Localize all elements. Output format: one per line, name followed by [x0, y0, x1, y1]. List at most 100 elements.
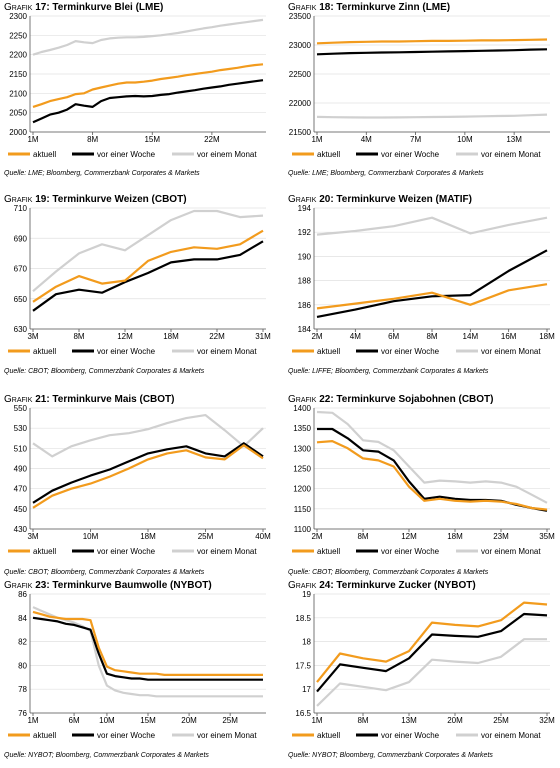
x-tick-label: 2M — [311, 532, 322, 541]
chart-panel-24: Grafik 24: Terminkurve Zucker (NYBOT) 16… — [288, 580, 556, 768]
chart-panel-17: Grafik 17: Terminkurve Blei (LME) 2000 20… — [4, 2, 272, 190]
y-tick-label: 80 — [18, 661, 27, 670]
x-tick-label: 6M — [69, 716, 80, 725]
chart-plot-19: 630 650 670 690 710 3M 8M 12M 18M 22M 31M aktuell vo… — [8, 204, 271, 356]
series-line-woche — [32, 79, 264, 124]
chart-panel-20: Grafik 20: Terminkurve Weizen (MATIF) 18… — [288, 194, 556, 382]
y-tick-label: 19 — [302, 590, 311, 599]
x-tick-label: 8M — [357, 716, 368, 725]
y-tick-label: 188 — [298, 277, 312, 286]
chart-plot-18: 21500 22000 22500 23000 23500 1M 4M 7M 10M 13M akt… — [289, 12, 550, 159]
legend-label-monat: vor einem Monat — [481, 731, 541, 740]
y-tick-label: 186 — [298, 301, 312, 310]
y-tick-label: 1350 — [293, 424, 311, 433]
y-tick-label: 1100 — [294, 525, 312, 534]
chart-title-19: Grafik 19: Terminkurve Weizen (CBOT) — [4, 194, 187, 205]
x-tick-label: 8M — [426, 332, 437, 341]
y-tick-label: 17.5 — [295, 661, 311, 670]
series-line-monat — [32, 414, 264, 458]
y-tick-label: 84 — [18, 614, 27, 623]
x-tick-label: 12M — [117, 332, 133, 341]
legend-label-woche: vor einer Woche — [97, 150, 156, 159]
legend-label-aktuell: aktuell — [317, 347, 340, 356]
legend-label-woche: vor einer Woche — [97, 547, 156, 556]
legend-label-aktuell: aktuell — [33, 150, 56, 159]
x-tick-label: 22M — [209, 332, 225, 341]
y-tick-label: 21500 — [289, 128, 312, 137]
x-tick-label: 3M — [27, 532, 38, 541]
chart-source-18: Quelle: LME; Bloomberg, Commerzbank Corp… — [288, 170, 484, 177]
chart-source-17: Quelle: LME; Bloomberg, Commerzbank Corp… — [4, 170, 200, 177]
series-line-woche — [316, 612, 548, 693]
x-tick-label: 1M — [27, 716, 38, 725]
x-tick-label: 18M — [163, 332, 179, 341]
x-tick-label: 1M — [27, 135, 38, 144]
x-tick-label: 4M — [361, 135, 372, 144]
legend-label-woche: vor einer Woche — [381, 547, 440, 556]
y-tick-label: 2300 — [9, 12, 27, 21]
chart-panel-21: Grafik 21: Terminkurve Mais (CBOT) 430 45… — [4, 394, 272, 582]
y-tick-label: 670 — [14, 265, 28, 274]
y-tick-label: 2150 — [9, 70, 27, 79]
chart-plot-20: 184 186 188 190 192 194 2M 4M 6M 8M 14M 16M 18M aktue… — [292, 204, 555, 356]
y-tick-label: 490 — [14, 465, 28, 474]
y-tick-label: 2100 — [9, 89, 27, 98]
y-tick-label: 2050 — [9, 109, 27, 118]
x-tick-label: 15M — [144, 135, 160, 144]
chart-source-20: Quelle: LIFFE; Bloomberg, Commerzbank Co… — [288, 368, 489, 375]
x-tick-label: 16M — [501, 332, 517, 341]
legend-label-monat: vor einem Monat — [481, 547, 541, 556]
chart-title-23: Grafik 23: Terminkurve Baumwolle (NYBOT) — [4, 580, 212, 591]
y-tick-label: 690 — [14, 234, 28, 243]
y-tick-label: 2000 — [9, 128, 27, 137]
series-line-aktuell — [316, 38, 548, 45]
y-tick-label: 1150 — [294, 505, 312, 514]
legend-label-aktuell: aktuell — [33, 547, 56, 556]
x-tick-label: 18M — [447, 532, 463, 541]
legend-label-woche: vor einer Woche — [381, 731, 440, 740]
y-tick-label: 22500 — [289, 70, 312, 79]
x-tick-label: 20M — [181, 716, 197, 725]
y-tick-label: 1200 — [293, 485, 311, 494]
legend-label-monat: vor einem Monat — [481, 347, 541, 356]
series-line-woche — [316, 48, 548, 56]
y-tick-label: 450 — [14, 505, 28, 514]
y-tick-label: 650 — [14, 295, 28, 304]
legend-label-monat: vor einem Monat — [197, 150, 257, 159]
legend-label-monat: vor einem Monat — [197, 347, 257, 356]
series-line-monat — [316, 216, 548, 236]
y-tick-label: 184 — [298, 325, 312, 334]
series-line-monat — [316, 638, 547, 707]
y-tick-label: 86 — [18, 590, 27, 599]
x-tick-label: 8M — [73, 332, 84, 341]
chart-panel-22: Grafik 22: Terminkurve Sojabohnen (CBOT)… — [288, 394, 556, 582]
y-tick-label: 192 — [298, 228, 312, 237]
x-tick-label: 18M — [140, 532, 156, 541]
chart-plot-24: 16.5 17 17.5 18 18.5 19 1M 8M 13M 20M 25M 32M aktuel… — [292, 590, 555, 740]
x-tick-label: 15M — [140, 716, 156, 725]
chart-source-21: Quelle: CBOT; Bloomberg, Commerzbank Cor… — [4, 569, 205, 576]
series-line-monat — [316, 113, 548, 119]
chart-panel-23: Grafik 23: Terminkurve Baumwolle (NYBOT)… — [4, 580, 272, 768]
chart-title-22: Grafik 22: Terminkurve Sojabohnen (CBOT) — [288, 394, 494, 405]
chart-source-23: Quelle: NYBOT; Bloomberg, Commerzbank Co… — [4, 752, 209, 759]
series-line-woche — [32, 442, 264, 504]
chart-plot-17: 2000 2050 2100 2150 2200 2250 2300 1M 8M 15M 22M ak… — [8, 12, 266, 159]
x-tick-label: 8M — [87, 135, 98, 144]
legend-label-aktuell: aktuell — [317, 731, 340, 740]
y-tick-label: 78 — [18, 685, 27, 694]
chart-plot-22: 1100 1150 1200 1250 1300 1350 1400 2M 8M 12M 18M 23… — [292, 404, 555, 556]
series-line-monat — [32, 606, 263, 698]
series-line-aktuell — [316, 283, 548, 310]
legend-label-woche: vor einer Woche — [97, 347, 156, 356]
legend-label-aktuell: aktuell — [33, 347, 56, 356]
y-tick-label: 1250 — [293, 465, 311, 474]
y-tick-label: 630 — [14, 325, 28, 334]
series-line-aktuell — [32, 444, 264, 509]
chart-plot-21: 430 450 470 490 510 530 550 3M 10M 18M 25M 40M aktue… — [8, 404, 271, 556]
x-tick-label: 8M — [357, 532, 368, 541]
chart-title-24: Grafik 24: Terminkurve Zucker (NYBOT) — [288, 580, 476, 591]
x-tick-label: 32M — [539, 716, 555, 725]
chart-title-21: Grafik 21: Terminkurve Mais (CBOT) — [4, 394, 175, 405]
x-tick-label: 6M — [388, 332, 399, 341]
